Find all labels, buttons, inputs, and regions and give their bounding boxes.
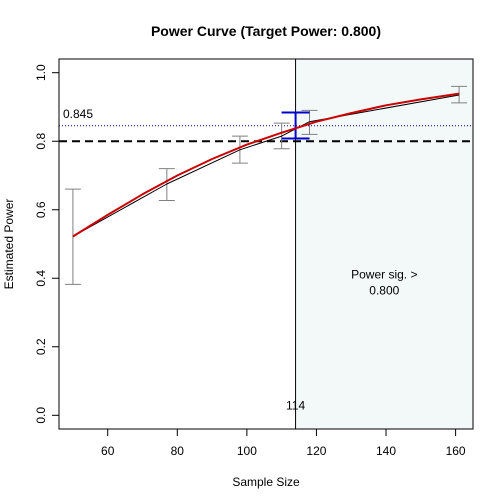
x-tick-label: 120 xyxy=(306,444,326,458)
x-tick-label: 160 xyxy=(446,444,466,458)
x-tick-label: 140 xyxy=(376,444,396,458)
y-tick-label: 0.6 xyxy=(34,201,48,218)
y-tick-label: 0.8 xyxy=(34,133,48,150)
plot-content xyxy=(59,59,473,429)
chart-title: Power Curve (Target Power: 0.800) xyxy=(151,23,381,39)
x-tick-label: 80 xyxy=(171,444,185,458)
x-axis-label: Sample Size xyxy=(232,475,300,489)
smoothed-power-curve xyxy=(72,92,460,238)
region-label-line2: 0.800 xyxy=(369,283,399,297)
error-bar xyxy=(158,168,175,201)
y-tick-label: 1.0 xyxy=(34,64,48,81)
sample-size-marker-label: 114 xyxy=(286,398,305,412)
error-bar xyxy=(64,188,81,285)
y-tick-label: 0.4 xyxy=(34,270,48,287)
y-tick-label: 0.2 xyxy=(34,338,48,355)
plot-layer: 60 80 100 120 140 160 0.0 0.2 0.4 0.6 0.8 1.0 0.845 1… xyxy=(34,58,474,458)
y-tick-label: 0.0 xyxy=(34,407,48,424)
x-tick-label: 100 xyxy=(237,444,257,458)
threshold-value-label: 0.845 xyxy=(63,107,93,121)
marker-error-bar xyxy=(281,111,310,140)
error-bar xyxy=(301,109,318,135)
region-label-line1: Power sig. > xyxy=(351,267,417,281)
significance-region xyxy=(295,59,473,429)
x-tick-label: 60 xyxy=(101,444,115,458)
y-axis-label: Estimated Power xyxy=(2,199,16,290)
error-bar xyxy=(451,85,468,104)
plot-border xyxy=(58,58,474,430)
